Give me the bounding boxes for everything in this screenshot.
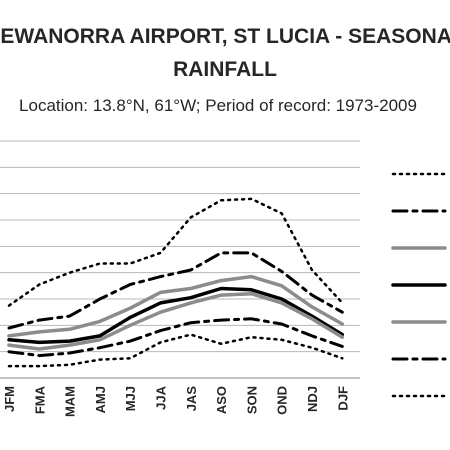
series-line-1: [7, 197, 344, 307]
legend: [391, 172, 447, 398]
x-tick-label: DJF: [335, 386, 350, 411]
x-tick-label: FMA: [32, 385, 47, 414]
chart-title-line-2: RAINFALL: [173, 58, 277, 81]
x-tick-label: JFM: [2, 386, 17, 412]
series-line-5: [7, 291, 345, 351]
series-line-3: [7, 274, 345, 338]
chart-title-line-1: HEWANORRA AIRPORT, ST LUCIA - SEASONAL: [0, 25, 450, 48]
x-tick-label: MAM: [63, 386, 78, 417]
x-tick-label: JJA: [154, 385, 169, 409]
x-tick-label: OND: [275, 386, 290, 415]
chart-subtitle: Location: 13.8°N, 61°W; Period of record…: [19, 96, 417, 115]
x-tick-label: NDJ: [305, 386, 320, 412]
x-tick-label: SON: [244, 386, 259, 414]
x-tick-label: ASO: [214, 386, 229, 414]
x-tick-label: JAS: [184, 386, 199, 412]
series-lines: [7, 197, 345, 368]
series-line-2: [7, 251, 344, 330]
series-line-6: [7, 317, 344, 358]
series-line-7: [7, 333, 344, 368]
x-tick-labels: JFM FMA MAM AMJ MJJ JJA JAS ASO SON OND NDJ DJF: [2, 385, 350, 417]
x-tick-label: MJJ: [123, 386, 138, 411]
x-tick-label: AMJ: [93, 386, 108, 413]
series-line-4: [7, 286, 345, 345]
